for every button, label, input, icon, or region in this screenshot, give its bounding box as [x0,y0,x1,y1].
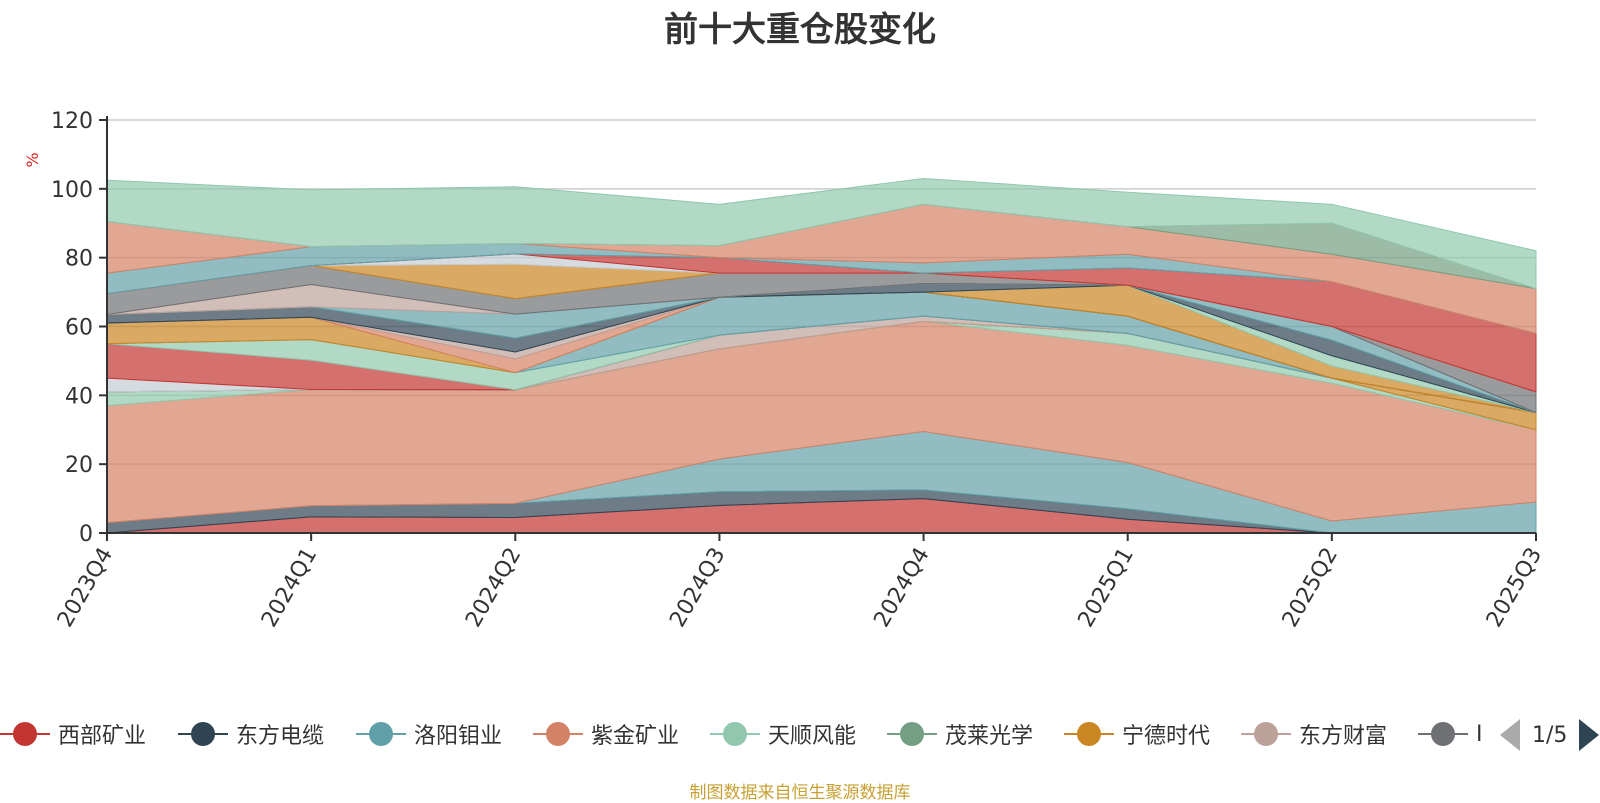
legend-label: 东方电缆 [236,724,325,749]
x-tick-label: 2024Q3 [665,544,730,632]
next-page-arrow-icon[interactable] [1579,719,1600,751]
x-tick-label: 2024Q4 [869,544,934,632]
legend-page-indicator: 1/5 [1532,722,1568,748]
chart-title: 前十大重仓股变化 [664,10,936,50]
source-note: 制图数据来自恒生聚源数据库 [689,783,911,803]
legend-item[interactable]: 东方财富 [1241,712,1387,756]
y-axis-label: % [23,152,42,167]
area-series [106,178,1537,534]
legend-label: 宁德时代 [1122,724,1211,749]
legend-item[interactable]: 紫金矿业 [533,712,679,756]
y-tick-label: 20 [65,453,93,478]
x-tick-label: 2023Q4 [53,544,118,632]
legend-label: 洛阳钼业 [414,724,503,749]
legend-item[interactable]: I [1418,712,1483,756]
legend-label: I [1476,721,1483,747]
legend-marker-icon [0,719,50,749]
x-tick-label: 2025Q3 [1482,544,1547,632]
legend-marker-icon [887,719,937,749]
y-tick-label: 80 [65,247,93,272]
legend-marker-icon [533,719,583,749]
x-tick-label: 2024Q1 [257,544,322,632]
legend-marker-icon [1064,719,1114,749]
x-tick-label: 2025Q1 [1074,544,1139,632]
y-tick-label: 60 [65,316,93,341]
y-tick-label: 0 [79,522,93,547]
legend-label: 西部矿业 [58,724,147,749]
legend-label: 紫金矿业 [591,724,680,749]
legend-marker-icon [356,719,406,749]
x-tick-label: 2025Q2 [1278,544,1343,632]
legend-label: 天顺风能 [768,724,857,749]
legend-marker-icon [710,719,760,749]
chart-plot: 0 20 40 60 80 100 120 2023Q4 2024Q1 2024Q2 2024Q3 2… [23,109,1547,632]
legend-label: 茂莱光学 [945,724,1034,749]
legend-pager: 1/5 [1500,718,1600,752]
legend-item[interactable]: 宁德时代 [1064,712,1210,756]
legend-item[interactable]: 东方电缆 [178,712,324,756]
legend-item[interactable]: 洛阳钼业 [356,712,502,756]
y-tick-label: 100 [51,178,93,203]
legend-item[interactable]: 茂莱光学 [887,712,1033,756]
y-tick-label: 40 [65,384,93,409]
legend-item[interactable]: 天顺风能 [710,712,856,756]
y-tick-label: 120 [51,109,93,134]
legend-marker-icon [1418,719,1468,749]
legend: 西部矿业 东方电缆 洛阳钼业 紫金矿业 天顺风能 茂莱光学 宁德时代 东方财富 I [0,712,1600,756]
legend-marker-icon [1241,719,1291,749]
x-tick-label: 2024Q2 [461,544,526,632]
area-series-30[interactable] [106,178,1537,290]
legend-item[interactable]: 西部矿业 [0,712,146,756]
previous-page-arrow-icon[interactable] [1500,719,1520,751]
legend-label: 东方财富 [1299,724,1388,749]
legend-marker-icon [178,719,228,749]
